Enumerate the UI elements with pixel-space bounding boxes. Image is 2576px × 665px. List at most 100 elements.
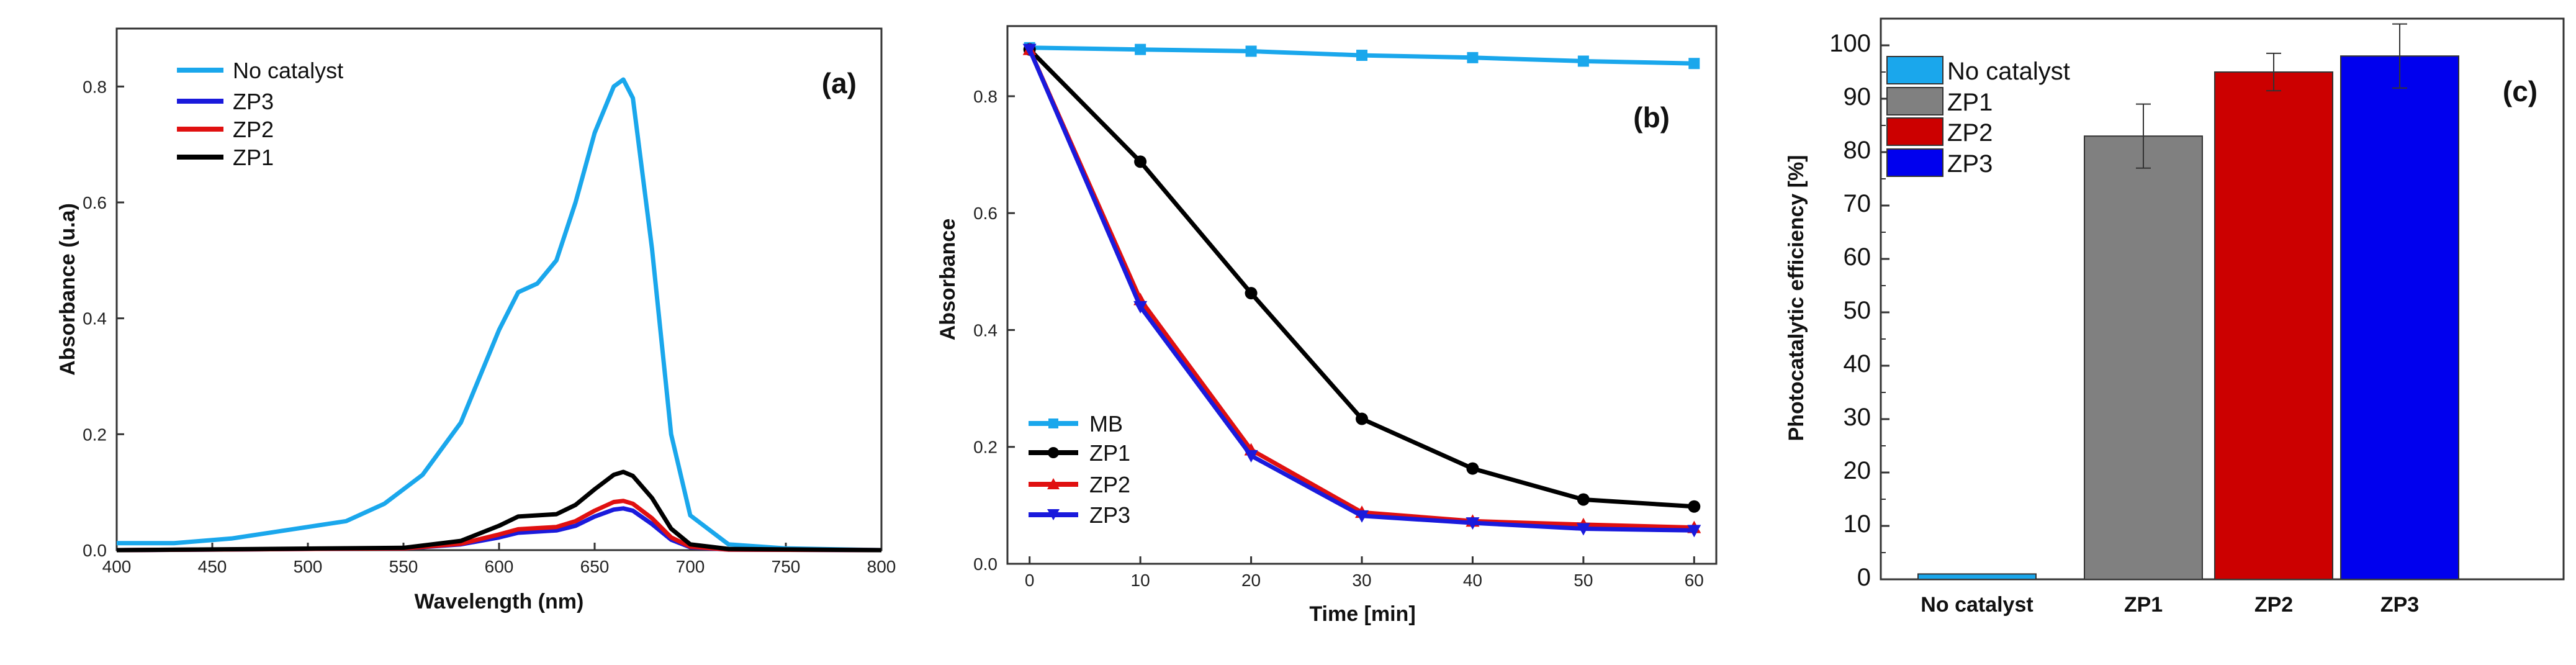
panel-label-b: (b) [1633,101,1670,133]
category-label-zp1: ZP1 [2124,593,2163,617]
y-tick-label-c: 90 [1844,83,1871,111]
data-point-zp1 [1466,462,1479,475]
legend-marker-b-3 [1047,509,1060,520]
legend-entry-a-2: ZP2 [233,117,274,142]
data-point-zp3 [1022,43,1037,57]
y-tick-label-b: 0.6 [973,204,998,223]
data-point-zp1 [1688,500,1701,513]
data-point-zp1 [1134,155,1147,168]
plot-frame-a [115,27,883,551]
x-tick-label-b: 60 [1685,571,1704,590]
y-tick-label-a: 0.6 [83,193,107,212]
legend-swatch-c-1 [1886,87,1943,115]
legend-marker-b-2 [1047,478,1060,489]
x-axis-label-b: Time [min] [1309,602,1415,626]
legend-entry-b-3: ZP3 [1089,502,1130,528]
chart-panel-c: 0 10 20 30 40 50 60 70 80 90 100 No catalyst ZP1 ZP2… [1785,17,2565,617]
x-tick-label-a: 550 [389,557,418,576]
data-point-mb [1688,58,1700,70]
x-tick-label-b: 0 [1025,571,1035,590]
series-line-zp1 [116,469,882,553]
y-tick-label-c: 30 [1844,404,1871,431]
data-point-zp3 [1355,510,1369,523]
data-point-mb [1467,52,1479,63]
legend-entry-c-1: ZP1 [1947,89,1993,116]
x-axis-label-a: Wavelength (nm) [415,590,584,613]
y-tick-label-b: 0.0 [973,554,998,574]
chart-panel-a: 0.0 0.2 0.4 0.6 0.8 400 450 500 550 600 650 700 750… [56,27,896,613]
legend-entry-b-0: MB [1089,411,1123,437]
y-tick-label-a: 0.2 [83,425,107,444]
panel-label-c: (c) [2503,75,2538,107]
y-tick-label-b: 0.2 [973,438,998,457]
legend-entry-a-1: ZP3 [233,89,274,114]
legend-entry-c-0: No catalyst [1947,58,2070,85]
x-tick-label-a: 650 [580,557,610,576]
legend-c: No catalyst ZP1 ZP2 ZP3 [1886,56,2070,178]
data-point-zp3 [1576,523,1590,536]
data-point-mb [1577,55,1589,67]
y-axis-label-c: Photocatalytic efficiency [%] [1785,155,1808,441]
x-tick-label-a: 700 [676,557,705,576]
data-point-mb [1135,43,1146,55]
bar-zp1 [2084,135,2203,580]
y-tick-label-c: 50 [1844,297,1871,324]
legend-marker-b-0 [1048,418,1058,428]
x-tick-label-a: 600 [485,557,514,576]
series-line-zp2 [116,499,882,553]
y-tick-label-c: 80 [1844,137,1871,164]
legend-swatch-c-3 [1886,148,1943,177]
x-tick-label-b: 10 [1131,571,1150,590]
legend-entry-c-2: ZP2 [1947,119,1993,147]
data-point-mb [1356,50,1367,61]
legend-a: No catalyst ZP3 ZP2 ZP1 [177,58,343,170]
legend-swatch-c-0 [1886,56,1943,84]
legend-marker-b-1 [1048,447,1059,458]
y-tick-label-c: 20 [1844,457,1871,484]
y-tick-label-c: 100 [1829,30,1871,57]
bar-zp3 [2340,55,2459,580]
bar-no-catalyst [1917,573,2037,581]
data-point-zp1 [1577,493,1590,506]
y-tick-label-c: 70 [1844,190,1871,217]
legend-entry-b-2: ZP2 [1089,472,1130,497]
x-tick-label-b: 40 [1463,571,1482,590]
panel-label-a: (a) [822,67,857,99]
category-label-no-catalyst: No catalyst [1921,593,2033,617]
data-point-zp3 [1466,517,1480,530]
y-tick-label-c: 10 [1844,510,1871,538]
legend-entry-b-1: ZP1 [1089,440,1130,466]
y-tick-label-c: 40 [1844,350,1871,378]
data-point-zp3 [1133,301,1148,314]
x-tick-label-b: 30 [1352,571,1371,590]
y-tick-label-a: 0.4 [83,309,107,328]
x-tick-label-a: 800 [867,557,896,576]
x-tick-label-a: 400 [102,557,132,576]
y-tick-label-a: 0.0 [83,541,107,560]
y-tick-label-a: 0.8 [83,77,107,96]
y-tick-label-b: 0.8 [973,87,998,106]
x-tick-label-a: 500 [294,557,323,576]
y-tick-label-c: 0 [1857,564,1871,591]
x-tick-label-a: 450 [198,557,227,576]
y-tick-label-b: 0.4 [973,320,998,340]
legend-b: MB ZP1 ZP2 ZP3 [1029,411,1130,528]
legend-entry-c-3: ZP3 [1947,150,1993,178]
x-tick-label-b: 20 [1241,571,1261,590]
y-axis-label-b: Absorbance [936,219,960,341]
y-axis-label-a: Absorbance (u.a) [56,203,79,376]
legend-swatch-c-2 [1886,117,1943,146]
category-label-zp2: ZP2 [2254,593,2293,617]
legend-entry-a-3: ZP1 [233,145,274,170]
data-point-zp1 [1245,287,1258,300]
series-line-no-catalyst [117,77,882,553]
category-label-zp3: ZP3 [2380,593,2419,617]
x-tick-label-b: 50 [1574,571,1593,590]
chart-panel-b: 0.0 0.2 0.4 0.6 0.8 0 10 20 30 40 50 60 Time [min]… [936,25,1718,626]
data-point-zp3 [1244,450,1258,463]
x-tick-label-a: 750 [772,557,801,576]
data-point-mb [1245,45,1257,57]
data-point-zp3 [1687,525,1701,538]
legend-entry-a-0: No catalyst [233,58,343,83]
